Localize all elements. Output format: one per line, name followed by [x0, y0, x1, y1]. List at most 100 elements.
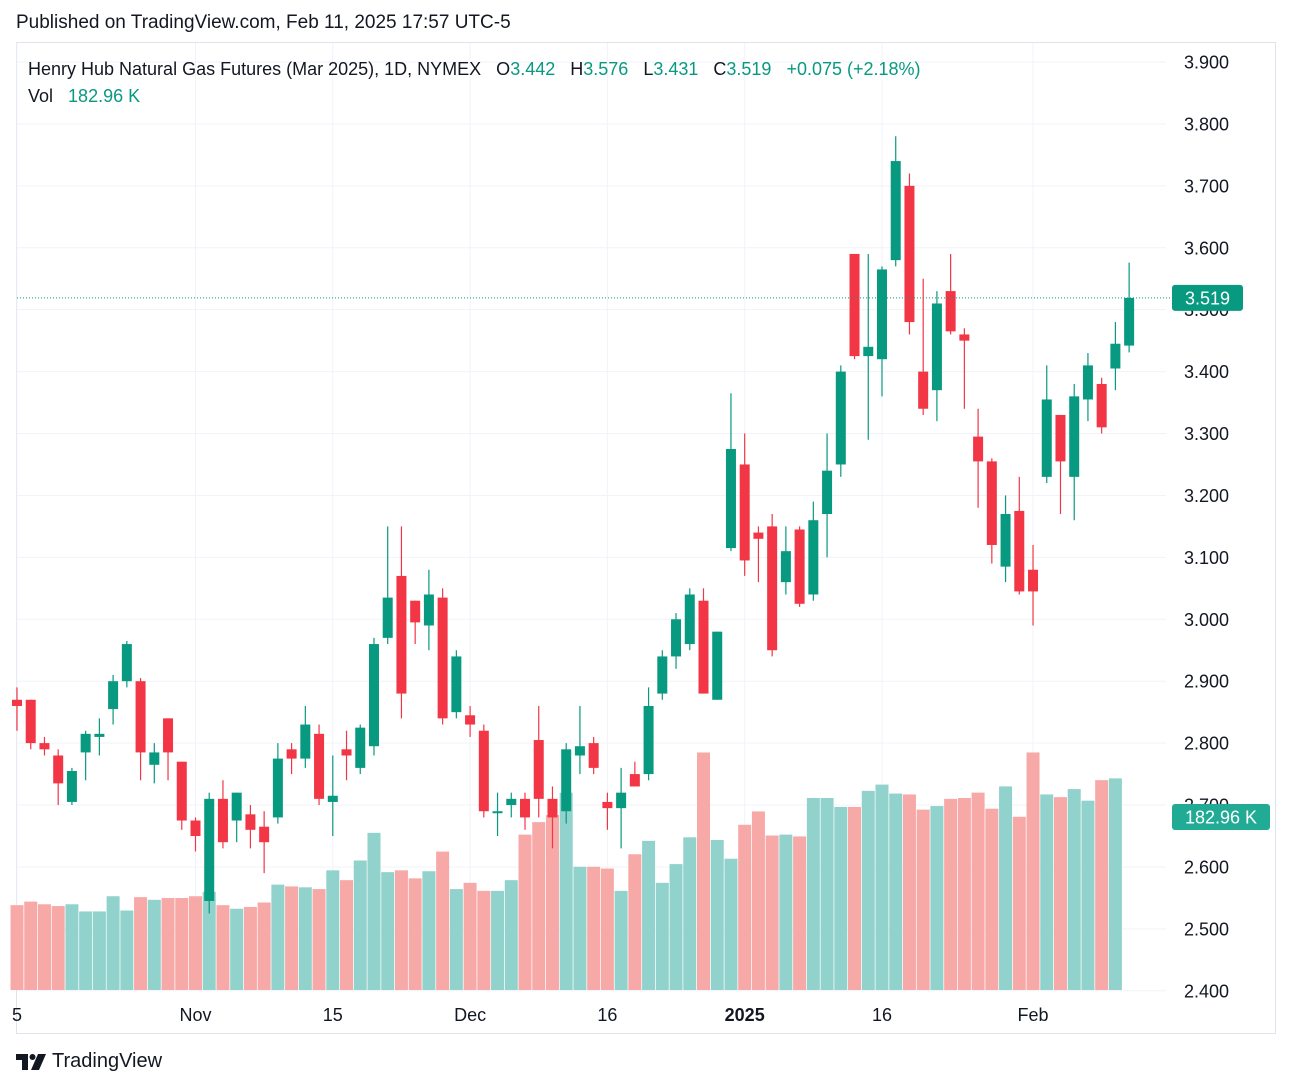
- candle[interactable]: [259, 811, 270, 874]
- candle[interactable]: [698, 588, 709, 694]
- volume-bar: [1081, 800, 1095, 990]
- candle[interactable]: [1055, 414, 1066, 515]
- candle[interactable]: [163, 718, 174, 781]
- candle[interactable]: [190, 817, 201, 852]
- candle[interactable]: [108, 675, 119, 725]
- candle[interactable]: [780, 526, 791, 595]
- candle[interactable]: [1000, 495, 1011, 583]
- candle[interactable]: [574, 705, 585, 775]
- candle[interactable]: [272, 743, 283, 824]
- volume-bar: [51, 906, 65, 990]
- candle[interactable]: [739, 433, 750, 576]
- candle-body: [1014, 510, 1025, 592]
- volume-bar: [848, 806, 862, 990]
- candle[interactable]: [863, 253, 874, 440]
- candle[interactable]: [149, 743, 160, 784]
- candle[interactable]: [712, 631, 723, 700]
- volume-bar: [422, 871, 436, 990]
- x-axis-tick-label: Dec: [454, 1005, 486, 1025]
- candle[interactable]: [849, 253, 860, 360]
- candle[interactable]: [1041, 365, 1052, 484]
- candle[interactable]: [945, 253, 956, 335]
- candle[interactable]: [53, 749, 64, 806]
- candle[interactable]: [80, 730, 91, 781]
- candle[interactable]: [890, 136, 901, 267]
- volume-bar: [930, 806, 944, 990]
- candle[interactable]: [396, 526, 407, 719]
- candle[interactable]: [876, 266, 887, 397]
- candle[interactable]: [588, 736, 599, 775]
- candle[interactable]: [918, 278, 929, 415]
- candle[interactable]: [245, 805, 256, 849]
- candle[interactable]: [533, 705, 544, 818]
- candle[interactable]: [931, 291, 942, 422]
- candle[interactable]: [12, 687, 22, 731]
- candle[interactable]: [368, 637, 379, 756]
- candle[interactable]: [204, 792, 215, 914]
- candle[interactable]: [39, 736, 50, 756]
- candle[interactable]: [121, 640, 132, 688]
- candle[interactable]: [341, 730, 352, 781]
- candle[interactable]: [616, 767, 627, 849]
- volume-bar: [1026, 752, 1040, 990]
- candle-body: [602, 801, 613, 809]
- volume-bar: [120, 910, 134, 990]
- candle[interactable]: [684, 588, 695, 651]
- candle[interactable]: [1096, 377, 1107, 434]
- candle[interactable]: [986, 458, 997, 564]
- candle[interactable]: [478, 724, 489, 818]
- candle[interactable]: [671, 613, 682, 669]
- candle[interactable]: [725, 393, 736, 552]
- candle[interactable]: [451, 650, 462, 719]
- candle[interactable]: [547, 786, 558, 849]
- candle[interactable]: [355, 724, 366, 775]
- candle-body: [684, 594, 695, 645]
- candle[interactable]: [25, 699, 36, 750]
- candle[interactable]: [231, 792, 242, 843]
- candle[interactable]: [1124, 262, 1135, 353]
- candle[interactable]: [520, 792, 531, 830]
- candle[interactable]: [1028, 544, 1039, 626]
- candle[interactable]: [753, 526, 764, 583]
- price-badge-bg: [1172, 284, 1243, 311]
- candle[interactable]: [822, 433, 833, 558]
- y-axis-tick-label: 3.300: [1184, 424, 1229, 444]
- candle[interactable]: [94, 718, 105, 756]
- candle[interactable]: [835, 365, 846, 477]
- candle[interactable]: [492, 792, 503, 836]
- candle[interactable]: [506, 792, 517, 818]
- candle[interactable]: [176, 761, 187, 830]
- candle[interactable]: [66, 767, 77, 806]
- candle[interactable]: [904, 173, 915, 335]
- candle[interactable]: [973, 408, 984, 508]
- candle[interactable]: [657, 650, 668, 700]
- candle[interactable]: [808, 501, 819, 601]
- candle[interactable]: [135, 678, 146, 781]
- tradingview-logo[interactable]: TradingView: [16, 1050, 162, 1073]
- legend-change: +0.075 (+2.18%): [786, 59, 921, 79]
- candle[interactable]: [217, 780, 228, 849]
- candle[interactable]: [794, 526, 805, 607]
- candle[interactable]: [423, 569, 434, 651]
- candle[interactable]: [1110, 322, 1121, 391]
- candle[interactable]: [286, 743, 297, 775]
- candle[interactable]: [1069, 383, 1080, 521]
- candle[interactable]: [643, 687, 654, 781]
- candle[interactable]: [300, 705, 311, 768]
- candle[interactable]: [602, 792, 613, 830]
- candle[interactable]: [1014, 476, 1025, 595]
- candle[interactable]: [629, 761, 640, 787]
- candle[interactable]: [437, 588, 448, 725]
- candle[interactable]: [410, 600, 421, 645]
- candle[interactable]: [314, 724, 325, 806]
- candle[interactable]: [382, 526, 393, 645]
- volume-bar: [532, 822, 546, 990]
- candle[interactable]: [327, 755, 338, 836]
- candle[interactable]: [959, 328, 970, 409]
- candle-body: [25, 699, 36, 744]
- candle[interactable]: [561, 743, 572, 824]
- candle[interactable]: [1082, 353, 1093, 422]
- candle[interactable]: [465, 705, 476, 737]
- candle[interactable]: [767, 514, 778, 657]
